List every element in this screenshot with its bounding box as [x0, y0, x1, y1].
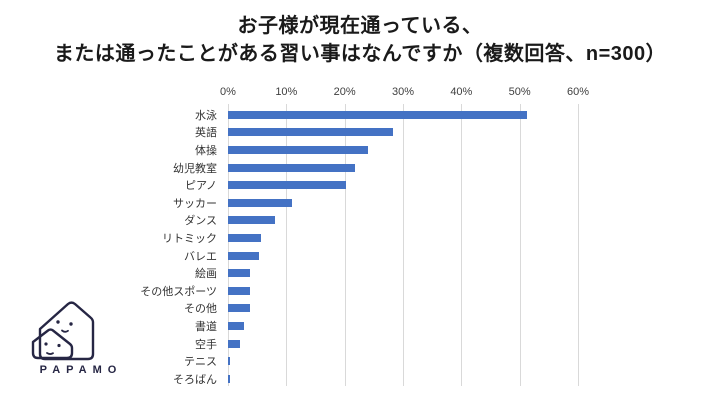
- bar-row: 書道: [0, 317, 620, 335]
- category-label: その他: [184, 303, 217, 316]
- bar-row: 体操: [0, 141, 620, 159]
- gridline: [403, 104, 404, 386]
- category-label: 幼児教室: [173, 162, 217, 175]
- bar-row: リトミック: [0, 229, 620, 247]
- bar: [228, 374, 230, 383]
- x-tick-label: 20%: [333, 86, 356, 98]
- bar: [228, 286, 250, 295]
- bar-row: その他: [0, 300, 620, 318]
- category-label: 体操: [195, 144, 217, 157]
- bar: [228, 145, 368, 154]
- bar-track: [228, 216, 620, 225]
- gridline: [519, 104, 521, 386]
- bar-track: [228, 269, 620, 278]
- bar-row: ピアノ: [0, 176, 620, 194]
- gridline: [578, 104, 579, 386]
- category-label: 空手: [195, 338, 217, 351]
- bar-row: テニス: [0, 352, 620, 370]
- logo-big-eye-left: [56, 320, 60, 324]
- category-label: ピアノ: [184, 180, 217, 193]
- category-label: 書道: [195, 320, 217, 333]
- bar: [228, 163, 355, 172]
- bar-row: その他スポーツ: [0, 282, 620, 300]
- x-tick-label: 40%: [450, 86, 473, 98]
- logo-big-mouth: [61, 329, 69, 333]
- gridline: [461, 104, 463, 386]
- bar-track: [228, 321, 620, 330]
- bar-row: 幼児教室: [0, 159, 620, 177]
- bar: [228, 269, 250, 278]
- bar-row: ダンス: [0, 212, 620, 230]
- logo-big-eye-right: [69, 322, 73, 326]
- logo-small-eye-right: [57, 343, 61, 348]
- bar-row: 絵画: [0, 264, 620, 282]
- bar: [228, 339, 240, 348]
- bar: [228, 357, 230, 366]
- bar-row: サッカー: [0, 194, 620, 212]
- x-axis-ticks: 0% 10% 20% 30% 40% 50% 60%: [220, 86, 608, 100]
- bar-track: [228, 163, 620, 172]
- bar-track: [228, 304, 620, 313]
- bar: [228, 181, 347, 190]
- bar: [228, 216, 275, 225]
- gridlines: [228, 104, 608, 386]
- papamo-logo-icon: [31, 301, 95, 361]
- bar-track: [228, 339, 620, 348]
- category-label: 英語: [195, 127, 217, 140]
- category-label: そろばん: [173, 373, 217, 386]
- bar: [228, 233, 262, 242]
- category-label: リトミック: [162, 232, 217, 245]
- gridline: [344, 104, 346, 386]
- x-tick-label: 60%: [566, 86, 590, 98]
- bar: [228, 321, 244, 330]
- bar-track: [228, 198, 620, 207]
- x-tick-label: 50%: [508, 86, 531, 98]
- bar-row: 水泳: [0, 106, 620, 124]
- chart-title-line2: または通ったことがある習い事はなんですか（複数回答、n=300）: [53, 43, 667, 65]
- x-tick-label: 10%: [275, 86, 298, 98]
- bar: [228, 304, 250, 313]
- bar-row: そろばん: [0, 370, 620, 388]
- chart-title: お子様が現在通っている、 または通ったことがある習い事はなんですか（複数回答、n…: [0, 12, 720, 68]
- category-label: 水泳: [195, 109, 217, 122]
- bar-track: [228, 357, 620, 366]
- x-tick-label: 0%: [220, 86, 236, 98]
- category-label: バレエ: [184, 250, 217, 263]
- bar-rows: 水泳英語体操幼児教室ピアノサッカーダンスリトミックバレエ絵画その他スポーツその他…: [0, 106, 620, 388]
- category-label: ダンス: [184, 215, 217, 228]
- bar-track: [228, 128, 620, 137]
- category-label: 絵画: [195, 268, 217, 281]
- bar-row: 英語: [0, 124, 620, 142]
- category-label: サッカー: [173, 197, 217, 210]
- logo-small-house: [31, 328, 74, 360]
- gridline: [228, 104, 229, 386]
- chart-title-line1: お子様が現在通っている、: [237, 15, 483, 37]
- papamo-logo-text: PAPAMO: [39, 364, 123, 376]
- bar-track: [228, 145, 620, 154]
- category-label: その他スポーツ: [140, 285, 217, 298]
- bar: [228, 198, 293, 207]
- bar-track: [228, 110, 620, 119]
- logo-small-eye-left: [44, 342, 48, 346]
- bar-track: [228, 374, 620, 383]
- logo-small-mouth: [46, 352, 54, 355]
- papamo-logo: PAPAMO: [28, 292, 128, 392]
- bar: [228, 128, 394, 137]
- bar-track: [228, 286, 620, 295]
- category-label: テニス: [184, 356, 217, 369]
- bar-row: バレエ: [0, 247, 620, 265]
- bar: [228, 110, 528, 119]
- bar-track: [228, 233, 620, 242]
- bar-row: 空手: [0, 335, 620, 353]
- bar-track: [228, 251, 620, 260]
- gridline: [286, 104, 288, 386]
- bar: [228, 251, 259, 260]
- x-tick-label: 30%: [391, 86, 415, 98]
- bar-track: [228, 181, 620, 190]
